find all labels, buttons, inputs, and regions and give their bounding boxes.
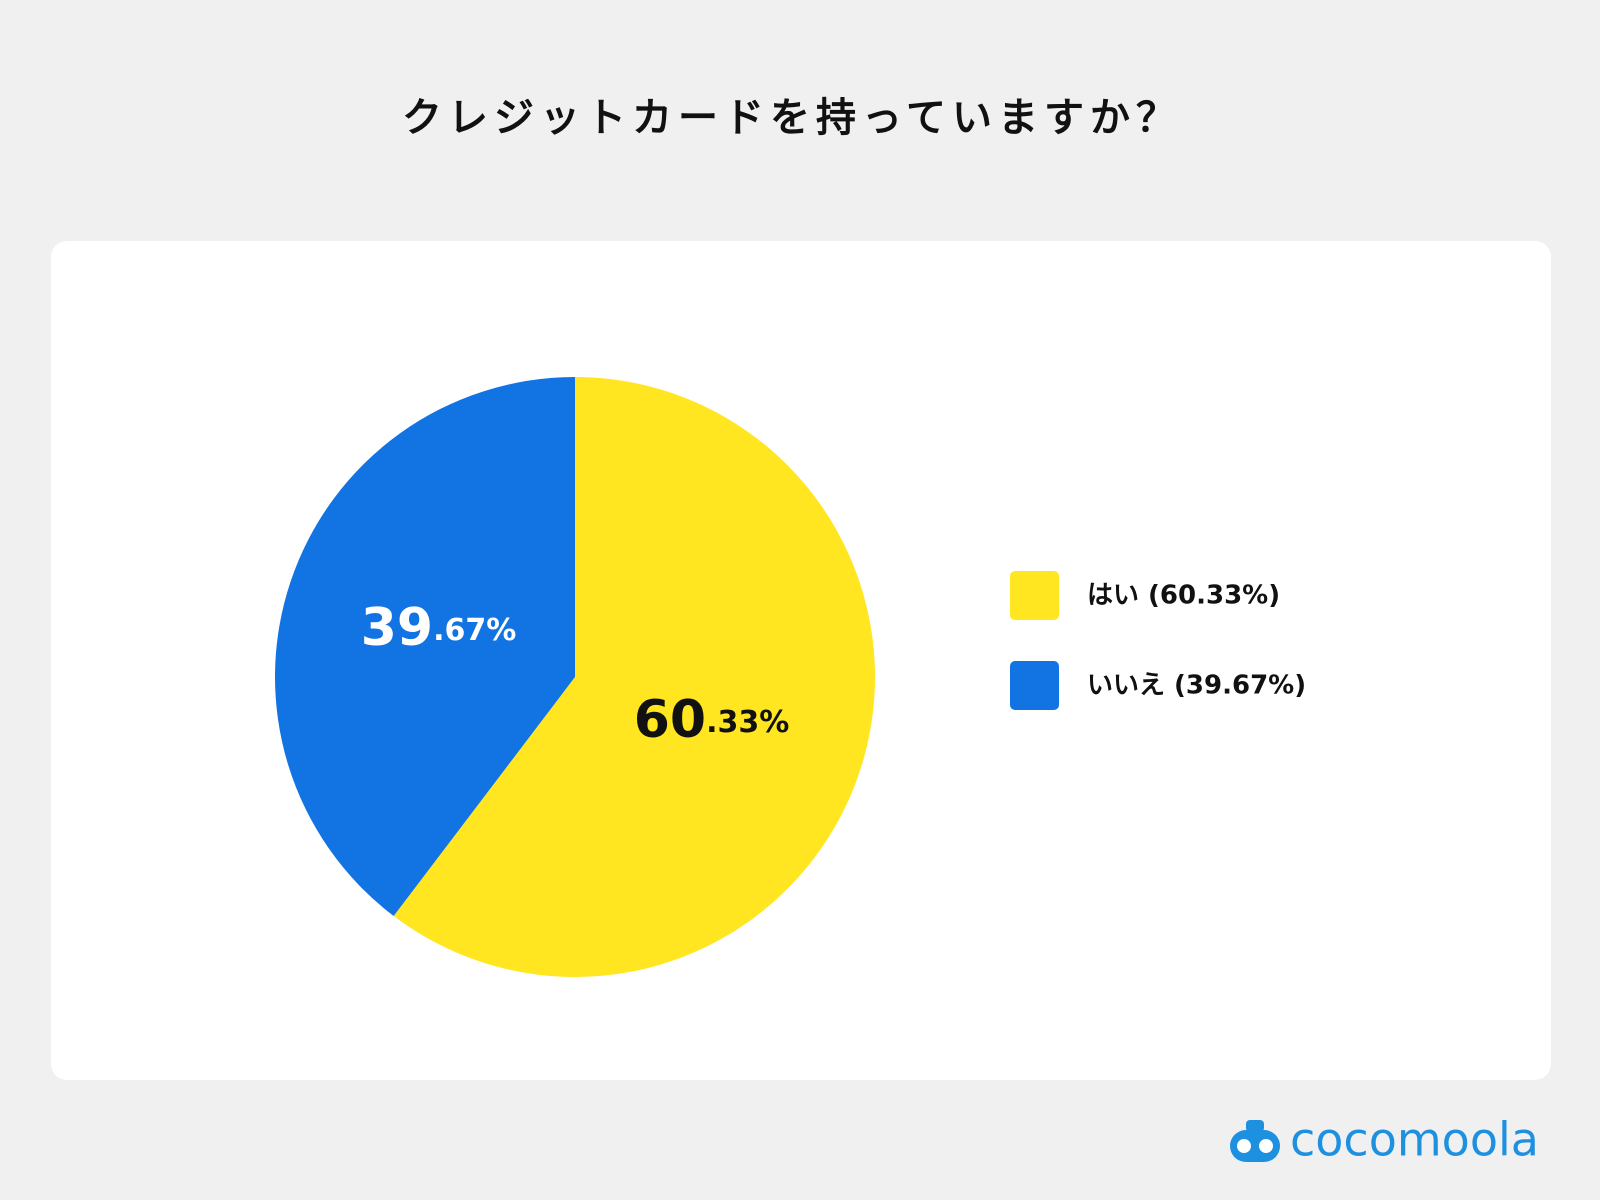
- logo-icon: [1237, 1139, 1251, 1153]
- pie-slice: [393, 377, 875, 977]
- brand-name: cocomoola: [1290, 1113, 1539, 1167]
- data-label: 39.67%: [361, 598, 517, 658]
- legend-swatch: [1010, 571, 1059, 620]
- chart-title: クレジットカードを持っていますか？: [402, 95, 1182, 141]
- data-label-frac: .33%: [706, 704, 789, 739]
- logo-icon: [1230, 1130, 1280, 1162]
- pie-slice: [274, 377, 575, 916]
- brand-logo: cocomoola: [1230, 1113, 1539, 1167]
- data-label-int: 60: [634, 690, 706, 750]
- logo-icon: [1259, 1139, 1273, 1153]
- legend-label: いいえ (39.67%): [1087, 671, 1306, 701]
- logo-icon: [1246, 1120, 1264, 1132]
- data-label-frac: .67%: [433, 613, 516, 648]
- legend-swatch: [1010, 661, 1059, 710]
- data-label: 60.33%: [634, 690, 790, 750]
- data-label-int: 39: [361, 598, 433, 658]
- legend-label: はい (60.33%): [1087, 581, 1280, 611]
